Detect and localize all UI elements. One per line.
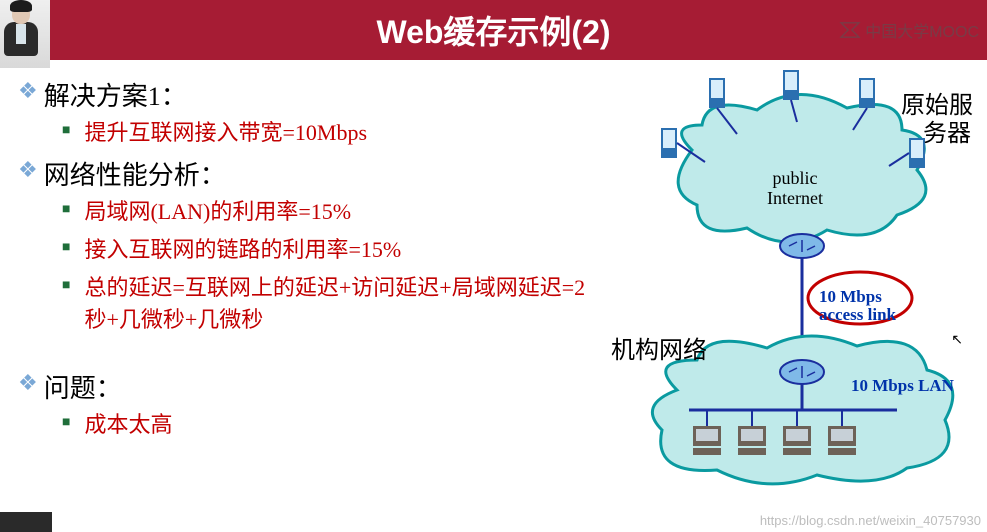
mooc-watermark-text: 中国大学MOOC	[865, 18, 979, 42]
bullet-bandwidth: ■ 提升互联网接入带宽=10Mbps	[62, 117, 598, 149]
csdn-watermark: https://blog.csdn.net/weixin_40757930	[760, 513, 981, 528]
square-bullet-icon: ■	[62, 117, 70, 149]
section-title: 网络性能分析：	[44, 155, 226, 192]
network-diagram: 原始服 务器 public Internet 10 Mbps access li…	[597, 70, 977, 510]
square-bullet-icon: ■	[62, 234, 70, 266]
video-control-stub	[0, 512, 52, 532]
label-line2: 务器	[901, 121, 971, 147]
section-solution: ❖ 解决方案1：	[18, 76, 598, 113]
section-title: 问题：	[44, 368, 122, 405]
diamond-bullet-icon: ❖	[18, 76, 38, 106]
mouse-cursor-icon: ↖	[951, 332, 963, 349]
institutional-network-label: 机构网络	[611, 330, 707, 365]
router-institution	[780, 360, 824, 384]
section-problem: ❖ 问题：	[18, 368, 598, 405]
label-line1: public	[772, 168, 817, 188]
mooc-watermark: 中国大学MOOC	[839, 18, 979, 42]
label-line1: 10 Mbps	[819, 287, 882, 306]
lan-label: 10 Mbps LAN	[851, 376, 954, 396]
square-bullet-icon: ■	[62, 272, 70, 336]
router-internet	[780, 234, 824, 258]
label-line2: Internet	[767, 188, 823, 208]
diamond-bullet-icon: ❖	[18, 155, 38, 185]
section-title: 解决方案1：	[44, 76, 187, 113]
bullet-total-delay: ■ 总的延迟=互联网上的延迟+访问延迟+局域网延迟=2秒+几微秒+几微秒	[62, 272, 598, 336]
label-line1: 原始服	[901, 93, 973, 119]
slide-body: ❖ 解决方案1： ■ 提升互联网接入带宽=10Mbps ❖ 网络性能分析： ■ …	[18, 70, 598, 447]
slide-header: Web缓存示例(2) 中国大学MOOC	[0, 0, 987, 60]
public-internet-label: public Internet	[767, 168, 823, 208]
square-bullet-icon: ■	[62, 196, 70, 228]
slide-title: Web缓存示例(2)	[376, 7, 610, 53]
section-analysis: ❖ 网络性能分析：	[18, 155, 598, 192]
origin-servers-label: 原始服 务器	[901, 92, 973, 148]
bullet-text: 局域网(LAN)的利用率=15%	[84, 196, 351, 228]
bullet-text: 成本太高	[84, 409, 172, 441]
bullet-link-util: ■ 接入互联网的链路的利用率=15%	[62, 234, 598, 266]
diamond-bullet-icon: ❖	[18, 368, 38, 398]
access-link-label: 10 Mbps access link	[819, 288, 896, 324]
lecturer-webcam	[0, 0, 50, 68]
bullet-text: 总的延迟=互联网上的延迟+访问延迟+局域网延迟=2秒+几微秒+几微秒	[84, 272, 598, 336]
square-bullet-icon: ■	[62, 409, 70, 441]
bullet-cost: ■ 成本太高	[62, 409, 598, 441]
label-line2: access link	[819, 305, 896, 324]
bullet-text: 提升互联网接入带宽=10Mbps	[84, 117, 367, 149]
bullet-text: 接入互联网的链路的利用率=15%	[84, 234, 401, 266]
bullet-lan-util: ■ 局域网(LAN)的利用率=15%	[62, 196, 598, 228]
